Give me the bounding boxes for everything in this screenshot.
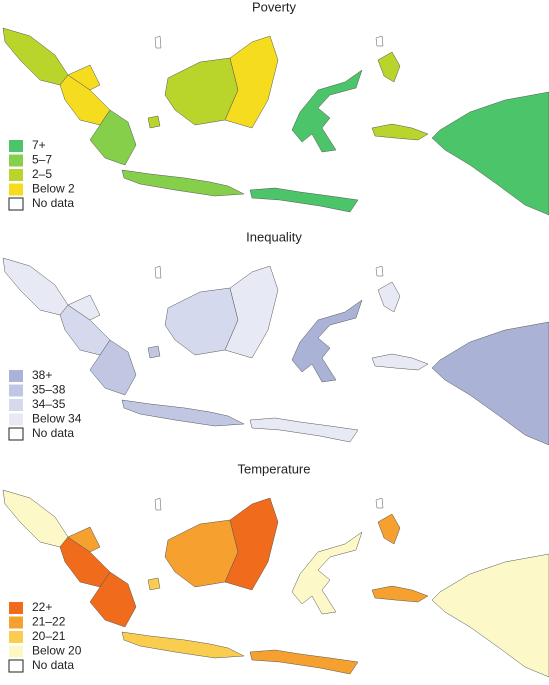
region	[375, 497, 384, 509]
region	[431, 321, 549, 446]
region	[147, 115, 161, 129]
legend-label: 20–21	[32, 629, 66, 643]
legend-swatch	[9, 602, 23, 614]
legend-label: 22+	[32, 600, 52, 614]
region	[121, 399, 245, 427]
region	[375, 265, 384, 277]
region	[371, 353, 429, 371]
region	[67, 64, 101, 91]
region	[147, 577, 161, 591]
legend-label: No data	[32, 658, 74, 672]
region	[67, 294, 101, 321]
legend-label: Below 2	[32, 182, 75, 196]
region	[375, 35, 384, 47]
legend-swatch	[9, 616, 23, 629]
region	[89, 571, 137, 628]
region	[249, 649, 359, 675]
panel-title: Poverty	[252, 0, 297, 14]
region	[291, 299, 363, 383]
region	[89, 339, 137, 396]
region	[154, 497, 162, 511]
legend-label: 34–35	[32, 397, 66, 411]
legend-swatch	[9, 645, 23, 658]
region	[377, 51, 401, 83]
region	[371, 123, 429, 141]
legend-swatch	[8, 659, 24, 673]
legend-swatch	[9, 154, 23, 167]
region	[431, 91, 549, 216]
region	[291, 531, 363, 615]
region	[377, 513, 401, 545]
panel-title: Inequality	[246, 229, 302, 244]
region	[224, 265, 279, 359]
region	[377, 281, 401, 313]
legend-label: 2–5	[32, 167, 52, 181]
legend-label: No data	[32, 196, 74, 210]
region	[371, 585, 429, 603]
legend-swatch	[9, 169, 23, 181]
legend-swatch	[9, 631, 23, 643]
legend-swatch	[8, 427, 24, 441]
legend-label: 5–7	[32, 153, 52, 167]
region	[121, 169, 245, 197]
region	[154, 35, 162, 49]
legend-label: Below 20	[32, 644, 82, 658]
legend-label: Below 34	[32, 412, 82, 426]
region	[2, 27, 69, 86]
legend-swatch	[9, 399, 23, 411]
legend-swatch	[9, 183, 23, 196]
panel-title: Temperature	[238, 461, 311, 476]
region	[89, 109, 137, 166]
region	[2, 257, 69, 316]
region	[224, 35, 279, 129]
legend-swatch	[9, 140, 23, 152]
region	[147, 345, 161, 359]
legend-label: No data	[32, 426, 74, 440]
region	[249, 187, 359, 213]
legend-swatch	[8, 197, 24, 211]
legend-label: 7+	[32, 138, 46, 152]
legend-swatch	[9, 384, 23, 397]
region	[2, 489, 69, 548]
legend-swatch	[9, 370, 23, 382]
region	[121, 631, 245, 659]
legend-label: 38+	[32, 368, 52, 382]
legend-swatch	[9, 413, 23, 426]
legend-label: 21–22	[32, 615, 66, 629]
legend-label: 35–38	[32, 383, 66, 397]
region	[249, 417, 359, 443]
region	[67, 526, 101, 553]
region	[431, 553, 549, 678]
region	[224, 497, 279, 591]
region	[291, 69, 363, 153]
region	[154, 265, 162, 279]
